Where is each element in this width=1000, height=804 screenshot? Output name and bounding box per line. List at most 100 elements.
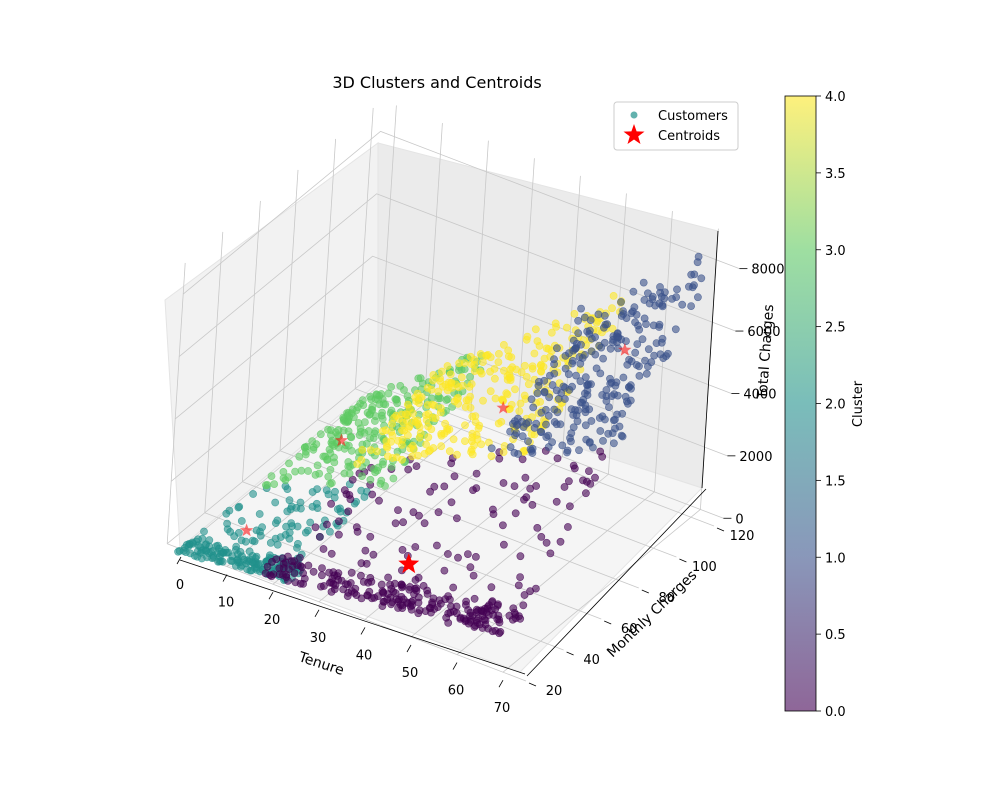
data-point-cluster-1 [587,417,596,425]
data-point-cluster-0 [374,592,382,601]
data-point-cluster-0 [341,580,350,588]
data-point-cluster-4 [436,408,445,417]
data-point-cluster-3 [377,476,386,485]
colorbar-gradient [784,95,817,712]
data-point-cluster-2 [174,547,182,556]
data-point-cluster-1 [606,344,615,353]
data-point-cluster-0 [327,588,336,596]
data-point-cluster-4 [436,374,444,383]
data-point-cluster-4 [373,447,381,456]
data-point-cluster-3 [285,459,293,468]
data-point-cluster-2 [293,540,302,548]
data-point-cluster-0 [491,626,500,635]
y-tick [716,527,725,532]
data-point-cluster-0 [516,552,525,561]
data-point-cluster-1 [655,323,663,331]
data-point-cluster-4 [499,340,508,349]
data-point-cluster-3 [270,480,279,488]
data-point-cluster-0 [404,465,413,474]
data-point-cluster-0 [426,487,434,496]
data-point-cluster-0 [516,573,524,581]
x-tick [176,556,182,565]
data-point-cluster-0 [369,550,378,559]
data-point-cluster-1 [619,310,628,318]
data-point-cluster-1 [552,386,561,395]
data-point-cluster-1 [548,381,557,389]
data-point-cluster-4 [503,390,512,399]
data-point-cluster-4 [547,328,556,337]
data-point-cluster-2 [255,510,264,518]
data-point-cluster-2 [296,504,305,513]
data-point-cluster-2 [306,518,315,527]
data-point-cluster-4 [479,396,487,405]
data-point-cluster-3 [343,411,352,420]
data-point-cluster-4 [424,410,433,418]
data-point-cluster-3 [308,437,317,445]
data-point-cluster-1 [587,347,596,356]
data-point-cluster-0 [290,557,298,565]
data-point-cluster-0 [411,543,420,551]
data-point-cluster-2 [256,531,265,540]
data-point-cluster-4 [494,358,503,366]
data-point-cluster-0 [487,583,496,592]
y-tick-label: 120 [730,529,755,544]
data-point-cluster-4 [454,383,463,392]
colorbar-tick-label: 2.5 [825,321,846,336]
x-gridline-back [654,211,673,492]
data-point-cluster-1 [568,359,576,368]
data-point-cluster-4 [551,319,560,328]
data-point-cluster-4 [562,323,571,332]
z-axis-line [701,230,719,489]
data-point-cluster-3 [349,413,358,422]
data-point-cluster-1 [685,282,693,291]
x-tick [498,680,504,688]
x-tick [268,592,274,600]
data-point-cluster-1 [532,419,541,428]
data-point-cluster-0 [542,538,551,547]
data-point-cluster-4 [466,403,475,412]
data-point-cluster-1 [586,316,595,324]
x-tick-label: 0 [176,578,184,593]
legend-centroid-star-icon [623,124,645,144]
data-point-cluster-1 [599,354,607,363]
data-point-cluster-3 [304,467,312,475]
data-point-cluster-0 [433,603,442,611]
data-point-cluster-0 [397,593,406,601]
x-gridline [410,473,609,638]
data-point-cluster-4 [499,366,508,375]
data-point-cluster-4 [539,362,548,371]
y-axis-line [526,488,707,677]
data-point-cluster-3 [355,431,364,439]
data-point-cluster-4 [445,447,454,456]
data-point-cluster-4 [366,446,375,454]
data-point-cluster-1 [558,441,567,450]
colorbar-tick-label: 0.5 [825,628,846,643]
data-point-cluster-2 [303,526,312,535]
data-point-cluster-4 [464,396,473,405]
data-point-cluster-0 [423,586,431,595]
data-point-cluster-0 [407,605,416,614]
data-point-cluster-4 [378,427,387,436]
data-point-cluster-0 [317,571,326,580]
data-point-cluster-0 [432,541,441,550]
z-gridline [166,380,724,545]
data-point-cluster-3 [323,456,331,464]
data-point-cluster-2 [266,539,275,547]
data-point-cluster-1 [506,427,514,436]
data-point-cluster-1 [581,389,589,398]
data-point-cluster-1 [540,376,549,385]
data-point-cluster-1 [583,327,592,336]
data-point-cluster-0 [414,609,423,618]
data-point-cluster-3 [315,469,324,478]
x-axis-label: Tenure [296,649,346,679]
data-point-cluster-4 [398,426,406,435]
data-point-cluster-0 [440,482,449,491]
data-point-cluster-0 [406,583,414,591]
data-point-cluster-3 [302,442,311,451]
data-point-cluster-0 [526,587,534,596]
y-axis-label: Monthly Charges [604,567,700,661]
data-point-cluster-1 [581,373,590,382]
data-point-cluster-4 [382,437,391,445]
data-point-cluster-4 [478,358,487,366]
